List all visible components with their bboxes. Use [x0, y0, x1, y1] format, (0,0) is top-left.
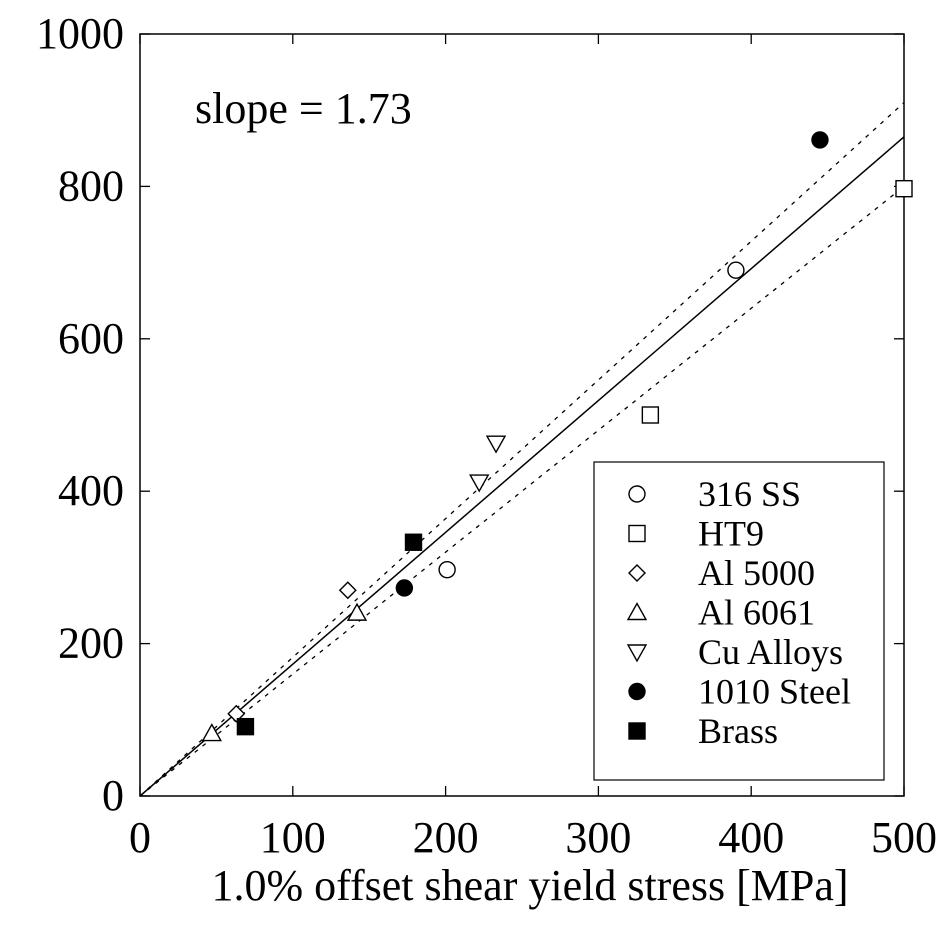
fit-line-solid-0 [139, 136, 905, 797]
legend-label-brass: Brass [698, 711, 778, 751]
point-316-ss [438, 560, 456, 579]
point-1010-steel [811, 131, 829, 149]
point-al-5000 [227, 704, 246, 723]
legend-label-1010-steel: 1010 Steel [698, 672, 851, 712]
fit-lines [139, 102, 905, 797]
x-tick-label: 200 [413, 813, 479, 862]
y-axis-ticks: 0 200 400 600 800 1000 [36, 9, 904, 820]
legend-label-cu-alloys: Cu Alloys [698, 632, 843, 672]
y-tick-label: 800 [58, 161, 124, 210]
data-points [201, 131, 913, 742]
point-316-ss [727, 261, 745, 279]
legend-label-al-5000: Al 5000 [698, 553, 815, 593]
slope-annotation: slope = 1.73 [195, 84, 412, 133]
x-axis-title: 1.0% offset shear yield stress [MPa] [211, 861, 848, 910]
x-axis-ticks: 0 100 200 300 400 500 [129, 34, 937, 862]
legend-marker-brass [628, 722, 646, 740]
point-cu-alloys [469, 474, 490, 493]
point-al-6061 [201, 723, 223, 742]
legend-label-al-6061: Al 6061 [698, 593, 815, 633]
point-ht9 [641, 406, 660, 424]
legend-marker-316-ss [628, 485, 646, 503]
x-tick-label: 500 [871, 813, 937, 862]
plot-frame [139, 33, 905, 797]
y-tick-label: 1000 [36, 9, 124, 58]
y-tick-label: 600 [58, 314, 124, 363]
x-tick-label: 0 [129, 813, 151, 862]
point-ht9 [895, 179, 913, 198]
legend-label-316-ss: 316 SS [698, 474, 801, 514]
x-tick-label: 100 [260, 813, 326, 862]
point-1010-steel [395, 579, 414, 597]
legend-marker-ht9 [628, 524, 646, 543]
fit-line-dotted-2 [139, 185, 905, 797]
x-tick-label: 400 [718, 813, 784, 862]
y-tick-label: 400 [58, 466, 124, 515]
point-brass [404, 533, 423, 551]
legend-marker-cu-alloys [626, 644, 648, 663]
legend-marker-al-5000 [628, 564, 646, 582]
y-tick-label: 200 [58, 619, 124, 668]
point-al-5000 [338, 581, 357, 600]
y-tick-label: 0 [102, 771, 124, 820]
legend-marker-al-6061 [626, 602, 648, 621]
x-tick-label: 300 [565, 813, 631, 862]
point-cu-alloys [485, 435, 507, 454]
fit-line-dotted-1 [139, 102, 905, 797]
point-brass [236, 717, 255, 736]
legend-label-ht9: HT9 [698, 514, 764, 554]
legend-marker-1010-steel [628, 682, 646, 701]
point-al-6061 [346, 602, 368, 621]
